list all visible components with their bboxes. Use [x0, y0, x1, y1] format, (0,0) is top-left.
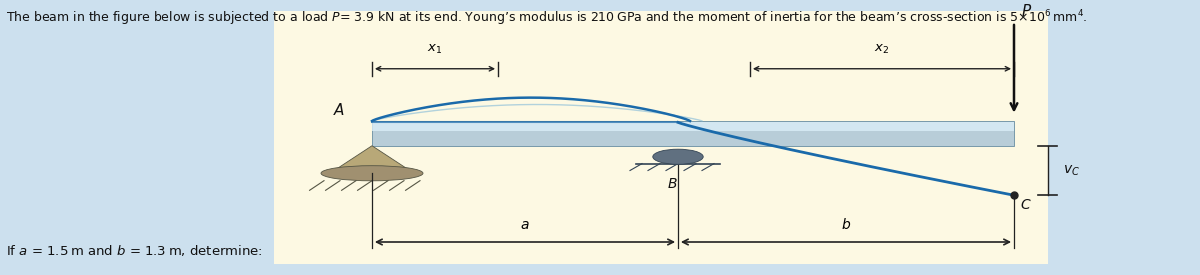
- Text: $B$: $B$: [667, 177, 677, 191]
- Text: If $a$ = 1.5 m and $b$ = 1.3 m, determine:: If $a$ = 1.5 m and $b$ = 1.3 m, determin…: [6, 243, 263, 258]
- Ellipse shape: [322, 166, 424, 181]
- Bar: [274, 11, 1048, 264]
- Text: $C$: $C$: [1020, 198, 1032, 212]
- Text: $b$: $b$: [841, 217, 851, 232]
- Text: $a$: $a$: [521, 218, 529, 232]
- Bar: [372, 122, 1014, 131]
- Text: $A$: $A$: [334, 102, 346, 118]
- Text: $v_C$: $v_C$: [1063, 163, 1080, 178]
- Text: $x_1$: $x_1$: [427, 43, 443, 56]
- Ellipse shape: [653, 149, 703, 164]
- Bar: [372, 121, 1014, 146]
- Polygon shape: [330, 146, 414, 173]
- Text: The beam in the figure below is subjected to a load $P$= 3.9 kN at its end. Youn: The beam in the figure below is subjecte…: [6, 8, 1087, 28]
- Text: $P$: $P$: [1021, 3, 1032, 19]
- Text: $x_2$: $x_2$: [875, 43, 889, 56]
